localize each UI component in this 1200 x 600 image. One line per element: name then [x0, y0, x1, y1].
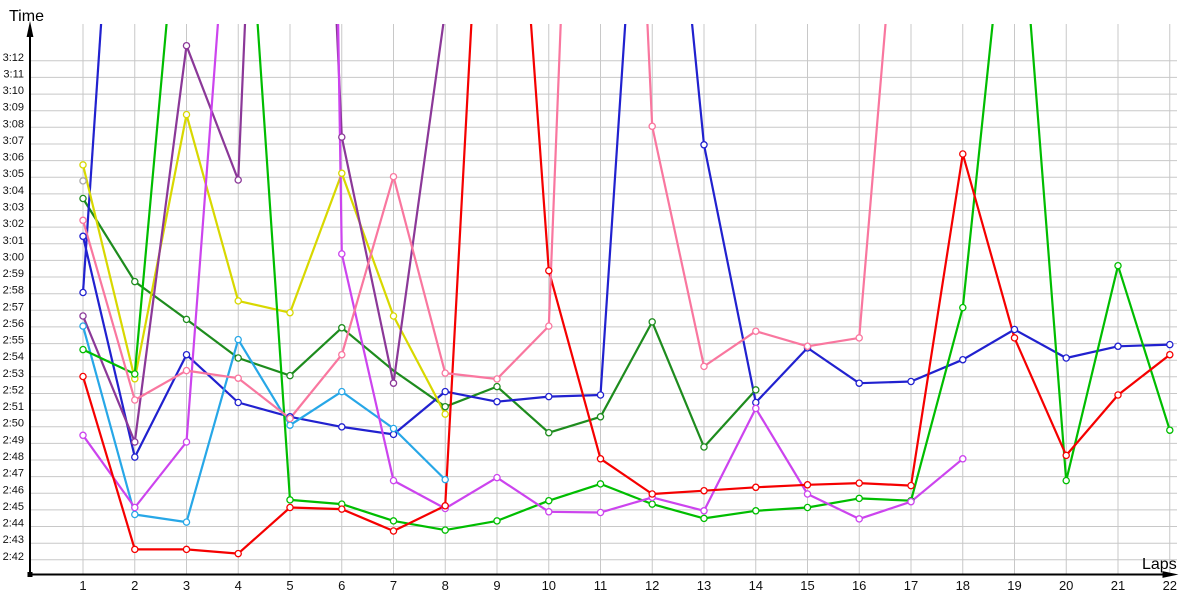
svg-text:3:04: 3:04: [3, 185, 24, 197]
svg-text:2:59: 2:59: [3, 268, 24, 280]
svg-text:3: 3: [183, 578, 190, 593]
svg-text:2:58: 2:58: [3, 285, 24, 297]
svg-text:2:42: 2:42: [3, 551, 24, 563]
svg-text:15: 15: [800, 578, 814, 593]
svg-text:4: 4: [235, 578, 242, 593]
svg-text:21: 21: [1111, 578, 1125, 593]
svg-text:3:10: 3:10: [3, 85, 24, 97]
svg-text:3:12: 3:12: [3, 52, 24, 64]
svg-text:1: 1: [79, 578, 86, 593]
svg-text:3:11: 3:11: [3, 68, 24, 80]
svg-text:Time: Time: [9, 8, 44, 25]
svg-text:2:54: 2:54: [3, 351, 24, 363]
svg-text:Laps: Laps: [1142, 556, 1177, 573]
svg-text:3:05: 3:05: [3, 168, 24, 180]
svg-text:2:53: 2:53: [3, 368, 24, 380]
svg-text:2:52: 2:52: [3, 385, 24, 397]
svg-text:20: 20: [1059, 578, 1073, 593]
svg-text:2:43: 2:43: [3, 534, 24, 546]
svg-text:3:03: 3:03: [3, 202, 24, 214]
svg-text:2:48: 2:48: [3, 451, 24, 463]
svg-text:10: 10: [542, 578, 556, 593]
svg-text:17: 17: [904, 578, 918, 593]
svg-text:3:00: 3:00: [3, 251, 24, 263]
svg-text:3:02: 3:02: [3, 218, 24, 230]
svg-text:2:46: 2:46: [3, 484, 24, 496]
svg-text:3:08: 3:08: [3, 118, 24, 130]
svg-text:2:57: 2:57: [3, 301, 24, 313]
svg-text:16: 16: [852, 578, 866, 593]
svg-text:3:09: 3:09: [3, 102, 24, 114]
svg-text:7: 7: [390, 578, 397, 593]
svg-text:8: 8: [442, 578, 449, 593]
svg-text:3:07: 3:07: [3, 135, 24, 147]
svg-text:22: 22: [1163, 578, 1177, 593]
svg-text:2:44: 2:44: [3, 518, 24, 530]
svg-text:2:49: 2:49: [3, 434, 24, 446]
svg-text:14: 14: [749, 578, 763, 593]
svg-text:2:55: 2:55: [3, 335, 24, 347]
svg-text:18: 18: [956, 578, 970, 593]
svg-text:2: 2: [131, 578, 138, 593]
svg-text:13: 13: [697, 578, 711, 593]
svg-text:11: 11: [594, 578, 608, 593]
svg-text:3:01: 3:01: [3, 235, 24, 247]
svg-text:6: 6: [338, 578, 345, 593]
svg-text:2:45: 2:45: [3, 501, 24, 513]
svg-text:9: 9: [493, 578, 500, 593]
svg-text:2:47: 2:47: [3, 468, 24, 480]
svg-text:2:51: 2:51: [3, 401, 24, 413]
svg-text:5: 5: [286, 578, 293, 593]
svg-text:3:06: 3:06: [3, 152, 24, 164]
svg-text:19: 19: [1007, 578, 1021, 593]
svg-text:12: 12: [645, 578, 659, 593]
svg-text:2:56: 2:56: [3, 318, 24, 330]
svg-text:2:50: 2:50: [3, 418, 24, 430]
